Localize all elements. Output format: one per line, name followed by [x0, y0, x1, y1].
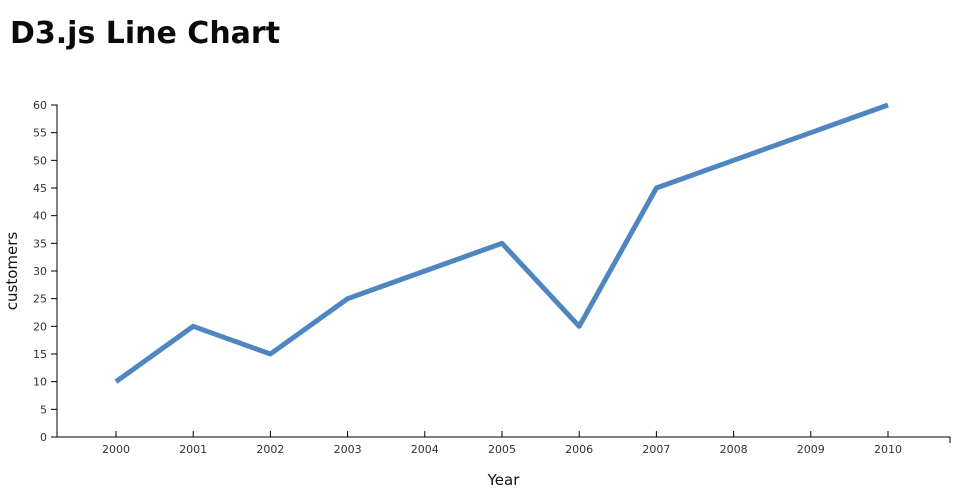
y-tick-label: 55 [33, 127, 47, 140]
x-tick-label: 2009 [797, 443, 825, 456]
y-axis-title: customers [3, 232, 21, 311]
y-tick-label: 15 [33, 348, 47, 361]
x-tick-label: 2007 [642, 443, 670, 456]
x-tick-label: 2002 [256, 443, 284, 456]
y-tick-label: 35 [33, 237, 47, 250]
y-tick-label: 50 [33, 154, 47, 167]
x-axis-line [57, 436, 951, 443]
page-title: D3.js Line Chart [10, 16, 281, 51]
y-tick-label: 40 [33, 210, 47, 223]
y-tick-label: 5 [40, 403, 47, 416]
y-tick-label: 60 [33, 99, 47, 112]
x-tick-label: 2010 [874, 443, 902, 456]
y-tick-label: 45 [33, 182, 47, 195]
y-tick-label: 25 [33, 293, 47, 306]
x-tick-label: 2000 [102, 443, 130, 456]
x-tick-label: 2001 [179, 443, 207, 456]
y-tick-label: 0 [40, 431, 47, 444]
line-chart-svg: 0 5 10 15 20 25 30 35 40 45 50 55 60 2000 2001 2002 2003… [3, 99, 951, 489]
y-tick-label: 30 [33, 265, 47, 278]
y-tick-label: 20 [33, 320, 47, 333]
x-tick-label: 2004 [411, 443, 439, 456]
x-tick-label: 2008 [720, 443, 748, 456]
y-tick-label: 10 [33, 376, 47, 389]
data-line-customers [114, 102, 889, 384]
x-tick-label: 2003 [334, 443, 362, 456]
x-tick-label: 2006 [565, 443, 593, 456]
x-tick-label: 2005 [488, 443, 516, 456]
line-chart-figure: 0 5 10 15 20 25 30 35 40 45 50 55 60 2000 2001 2002 2003… [0, 85, 960, 500]
x-axis-title: Year [487, 471, 521, 489]
